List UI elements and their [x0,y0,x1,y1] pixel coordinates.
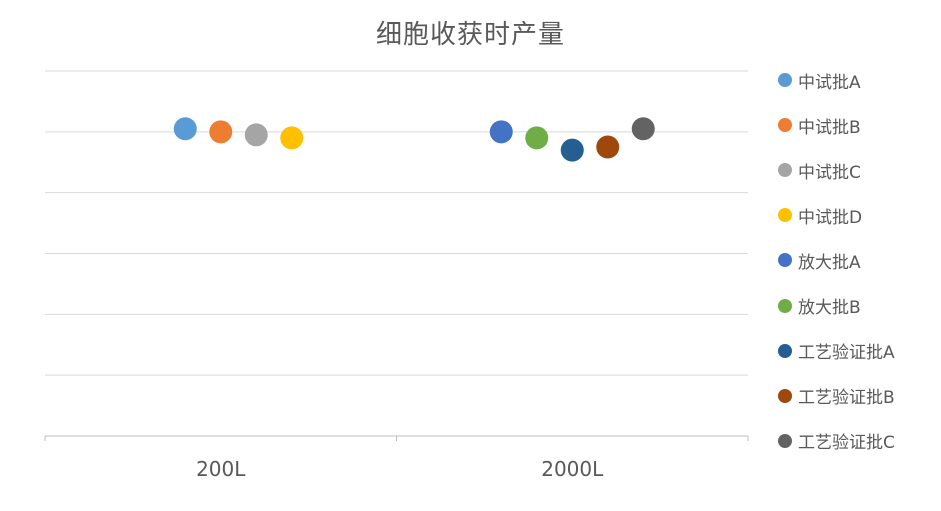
data-point-中试批A [173,117,197,141]
legend-label: 中试批C [798,162,861,183]
legend-label: 工艺验证批B [798,388,895,409]
legend-label: 放大批B [798,298,861,318]
legend-swatch [778,118,792,133]
legend-swatch [778,388,792,403]
x-tick-label: 2000L [541,457,604,481]
x-tick-label: 200L [196,457,246,481]
legend-label: 中试批A [798,72,861,93]
legend-item: 中试批B [778,111,861,139]
data-point-工艺验证批C [631,117,655,141]
legend-label: 中试批D [798,207,863,228]
legend-label: 中试批B [798,117,861,138]
data-point-中试批C [244,123,268,147]
legend-swatch [778,433,792,448]
legend-swatch [778,73,792,87]
legend-label: 放大批A [798,252,861,273]
legend-item: 中试批C [778,156,861,184]
legend-item: 中试批D [778,201,862,229]
legend-item: 工艺验证批A [778,337,895,365]
legend-label: 工艺验证批C [798,433,895,454]
legend-item: 放大批B [778,292,861,320]
legend-item: 中试批A [778,66,861,94]
data-point-放大批A [489,120,513,144]
legend-swatch [778,253,792,268]
data-point-工艺验证批A [560,138,584,162]
legend-item: 工艺验证批B [778,382,895,410]
data-point-中试批D [280,126,304,150]
data-point-中试批B [209,120,233,144]
legend-swatch [778,163,792,178]
legend-item: 工艺验证批C [778,427,895,455]
legend-swatch [778,208,792,223]
legend-swatch [778,343,792,358]
data-point-工艺验证批B [596,135,620,159]
legend-label: 工艺验证批A [798,343,895,364]
chart-title: 细胞收获时产量 [375,20,565,50]
legend-item: 放大批A [778,246,861,274]
legend-swatch [778,298,792,313]
data-point-放大批B [525,126,549,150]
